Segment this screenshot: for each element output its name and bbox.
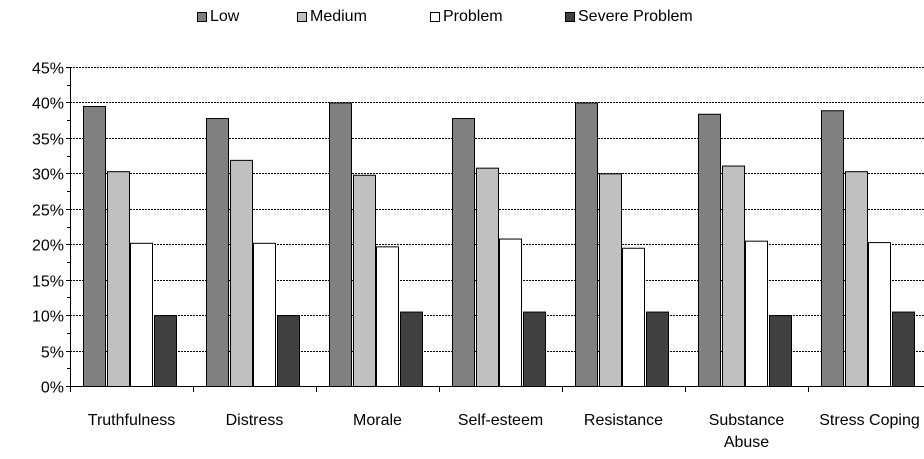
legend-label-problem: Problem xyxy=(443,8,503,25)
y-tick-label: 45% xyxy=(32,61,64,78)
y-tick-label: 40% xyxy=(32,96,64,113)
y-tick-label: 0% xyxy=(41,380,64,397)
bar xyxy=(499,238,522,387)
bar xyxy=(523,311,546,388)
legend-swatch-problem xyxy=(430,12,440,22)
bar xyxy=(599,173,622,387)
bar xyxy=(400,311,423,388)
bar xyxy=(206,118,229,387)
legend-item-severe-problem: Severe Problem xyxy=(565,8,693,26)
bar xyxy=(353,174,376,387)
x-tick-label: Stress Coping xyxy=(819,412,920,429)
bar xyxy=(376,246,399,387)
bar xyxy=(83,105,106,387)
chart-legend: Low Medium Problem Severe Problem xyxy=(0,8,924,30)
legend-label-low: Low xyxy=(210,8,240,25)
bar xyxy=(452,118,475,387)
legend-label-medium: Medium xyxy=(310,8,367,25)
bar xyxy=(154,315,177,387)
legend-swatch-low xyxy=(197,12,207,22)
legend-swatch-severe-problem xyxy=(565,12,575,22)
y-tick-label: 25% xyxy=(32,203,64,220)
legend-swatch-medium xyxy=(297,12,307,22)
y-tick-label: 5% xyxy=(41,345,64,362)
legend-item-problem: Problem xyxy=(430,8,503,26)
y-tick-label: 35% xyxy=(32,132,64,149)
y-tick-label: 20% xyxy=(32,238,64,255)
bar xyxy=(622,247,645,387)
bar xyxy=(130,242,153,387)
bar xyxy=(821,110,844,388)
x-tick-label: Substance Abuse xyxy=(709,412,785,451)
bar xyxy=(253,242,276,387)
x-tick-label: Morale xyxy=(353,412,402,429)
x-tick-label: Distress xyxy=(226,412,284,429)
bar xyxy=(107,171,130,387)
y-tick-label: 15% xyxy=(32,274,64,291)
bar xyxy=(745,240,768,387)
y-tick-label: 10% xyxy=(32,309,64,326)
x-tick-label: Self-esteem xyxy=(458,412,543,429)
bar xyxy=(845,171,868,387)
x-tick-label: Truthfulness xyxy=(88,412,175,429)
y-tick-label: 30% xyxy=(32,167,64,184)
bar xyxy=(329,102,352,387)
bar xyxy=(698,113,721,388)
legend-item-low: Low xyxy=(197,8,239,26)
x-tick-label: Resistance xyxy=(584,412,663,429)
bar xyxy=(769,315,792,387)
bar xyxy=(230,159,253,387)
bar xyxy=(575,102,598,387)
bar xyxy=(722,165,745,387)
bar xyxy=(646,311,669,388)
bar xyxy=(868,242,891,387)
bar xyxy=(892,311,915,388)
bar xyxy=(277,315,300,387)
legend-item-medium: Medium xyxy=(297,8,367,26)
legend-label-severe-problem: Severe Problem xyxy=(578,8,693,25)
bar xyxy=(476,167,499,387)
